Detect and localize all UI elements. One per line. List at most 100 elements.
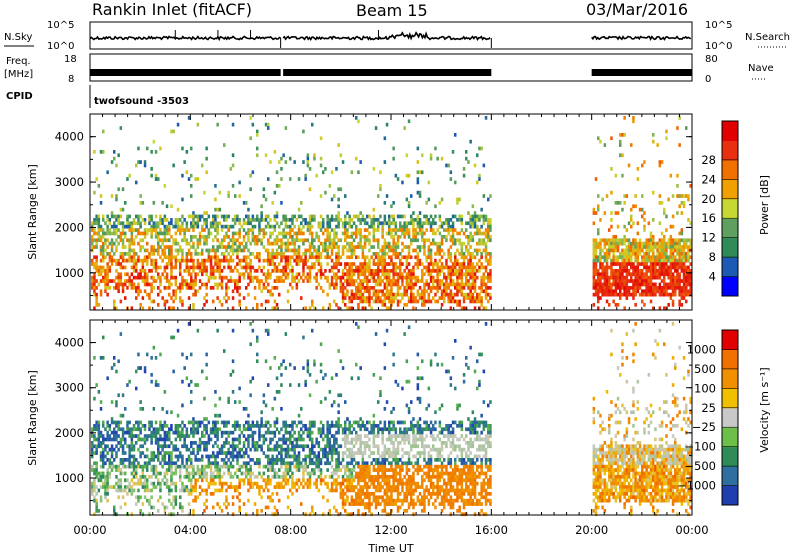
echo-cell: [181, 482, 184, 486]
echo-cell: [192, 472, 195, 476]
echo-cell: [252, 431, 255, 435]
echo-cell: [93, 482, 96, 486]
echo-cell: [289, 232, 292, 236]
echo-cell: [159, 489, 162, 493]
echo-cell: [197, 289, 200, 293]
echo-cell: [621, 252, 624, 256]
echo-cell: [168, 293, 171, 297]
echo-cell: [487, 198, 490, 202]
echo-cell: [412, 293, 415, 297]
echo-cell: [419, 232, 422, 236]
echo-cell: [172, 461, 175, 465]
echo-cell: [247, 221, 250, 225]
echo-cell: [593, 266, 596, 270]
echo-cell: [628, 164, 631, 168]
echo-cell: [450, 259, 453, 263]
echo-cell: [663, 269, 666, 273]
echo-cell: [102, 245, 105, 249]
echo-cell: [683, 276, 686, 280]
echo-cell: [593, 286, 596, 290]
echo-cell: [223, 465, 226, 469]
echo-cell: [256, 339, 259, 343]
echo-cell: [377, 293, 380, 297]
echo-cell: [148, 215, 151, 219]
echo-cell: [102, 438, 105, 442]
echo-cell: [223, 143, 226, 147]
echo-cell: [238, 259, 241, 263]
echo-cell: [137, 478, 140, 482]
echo-cell: [91, 245, 94, 249]
echo-cell: [249, 218, 252, 222]
echo-cell: [245, 201, 248, 205]
echo-cell: [285, 242, 288, 246]
echo-cell: [379, 283, 382, 287]
echo-cell: [293, 225, 296, 229]
echo-cell: [230, 431, 233, 435]
echo-cell: [344, 303, 347, 307]
echo-cell: [232, 123, 235, 127]
echo-cell: [472, 221, 475, 225]
echo-cell: [342, 160, 345, 164]
echo-cell: [489, 276, 492, 280]
echo-cell: [247, 414, 250, 418]
echo-cell: [117, 482, 120, 486]
echo-cell: [91, 235, 94, 239]
echo-cell: [131, 259, 134, 263]
echo-cell: [252, 279, 255, 283]
echo-cell: [199, 468, 202, 472]
echo-cell: [128, 451, 131, 455]
echo-cell: [379, 215, 382, 219]
echo-cell: [124, 283, 127, 287]
echo-cell: [637, 177, 640, 181]
echo-cell: [91, 441, 94, 445]
echo-cell: [234, 215, 237, 219]
echo-cell: [219, 478, 222, 482]
echo-cell: [212, 475, 215, 479]
echo-cell: [104, 272, 107, 276]
echo-cell: [628, 289, 631, 293]
echo-cell: [225, 482, 228, 486]
echo-cell: [208, 279, 211, 283]
echo-cell: [139, 444, 142, 448]
echo-cell: [131, 279, 134, 283]
echo-cell: [465, 266, 468, 270]
echo-cell: [98, 225, 101, 229]
echo-cell: [177, 225, 180, 229]
echo-cell: [348, 266, 351, 270]
echo-cell: [192, 218, 195, 222]
echo-cell: [386, 283, 389, 287]
echo-cell: [249, 468, 252, 472]
echo-cell: [216, 414, 219, 418]
echo-cell: [357, 245, 360, 249]
echo-cell: [247, 478, 250, 482]
echo-cell: [678, 262, 681, 266]
echo-cell: [386, 286, 389, 290]
echo-cell: [643, 266, 646, 270]
echo-cell: [166, 506, 169, 510]
echo-cell: [120, 208, 123, 212]
echo-cell: [159, 427, 162, 431]
echo-cell: [313, 262, 316, 266]
echo-cell: [238, 427, 241, 431]
echo-cell: [124, 465, 127, 469]
echo-cell: [309, 272, 312, 276]
echo-cell: [326, 238, 329, 242]
echo-cell: [311, 123, 314, 127]
echo-cell: [672, 255, 675, 259]
echo-cell: [216, 266, 219, 270]
echo-cell: [177, 252, 180, 256]
echo-cell: [98, 434, 101, 438]
echo-cell: [172, 444, 175, 448]
echo-cell: [656, 259, 659, 263]
echo-cell: [667, 269, 670, 273]
echo-cell: [166, 279, 169, 283]
echo-cell: [377, 255, 380, 259]
echo-cell: [93, 238, 96, 242]
echo-cell: [654, 283, 657, 287]
echo-cell: [683, 286, 686, 290]
echo-cell: [117, 228, 120, 232]
echo-cell: [93, 444, 96, 448]
echo-cell: [351, 255, 354, 259]
echo-cell: [355, 245, 358, 249]
echo-cell: [205, 283, 208, 287]
